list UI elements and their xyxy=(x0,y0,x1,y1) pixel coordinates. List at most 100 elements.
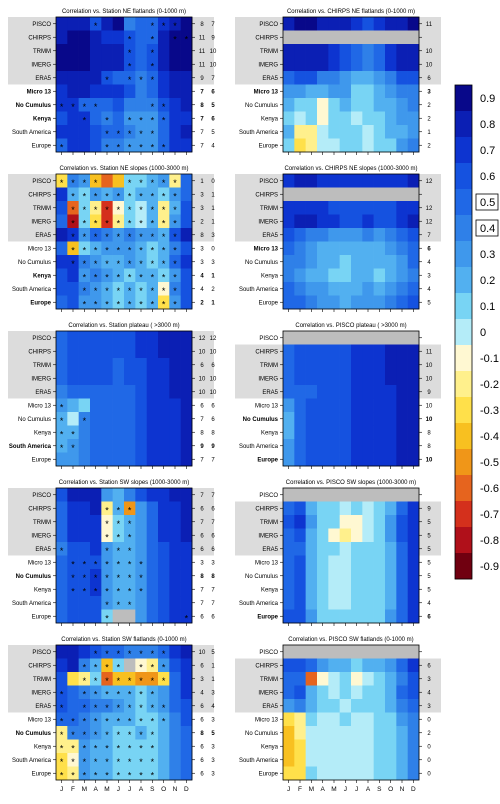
heatmap-cell xyxy=(146,452,159,467)
heatmap-cell xyxy=(283,255,295,269)
heatmap-cell xyxy=(112,609,125,624)
heatmap-cell xyxy=(78,488,91,502)
heatmap-cell xyxy=(169,385,181,399)
heatmap-cell xyxy=(135,187,147,202)
row-label: Micro 13 xyxy=(254,89,279,95)
significance-star: * xyxy=(128,219,132,229)
row-label: ERA5 xyxy=(35,76,51,82)
count-b: 6 xyxy=(211,547,215,553)
heatmap-cell xyxy=(101,228,113,242)
heatmap-cell xyxy=(328,699,340,713)
colorbar-tick-label: 0.5 xyxy=(480,197,495,209)
heatmap-cell xyxy=(373,84,386,99)
heatmap-cell xyxy=(339,385,352,399)
significance-star: * xyxy=(105,143,109,153)
heatmap-cell xyxy=(112,228,125,242)
heatmap-cell xyxy=(362,425,374,440)
heatmap-cell xyxy=(67,371,79,386)
month-label: D xyxy=(184,786,189,793)
heatmap-cell xyxy=(124,385,136,399)
heatmap-cell xyxy=(317,439,329,453)
heatmap-cell xyxy=(373,398,386,413)
heatmap-cell xyxy=(124,214,136,229)
count-a: 6 xyxy=(200,758,204,764)
row-label: No Cumulus xyxy=(245,574,278,580)
heatmap-cell xyxy=(407,174,420,188)
heatmap-cell xyxy=(56,712,68,727)
heatmap-cell xyxy=(351,425,363,440)
heatmap-cell xyxy=(101,609,113,624)
heatmap-cell xyxy=(158,255,170,269)
heatmap-cell xyxy=(407,71,420,85)
significance-star: * xyxy=(162,676,166,686)
row-label: South America xyxy=(239,601,279,607)
heatmap-cell xyxy=(283,569,295,583)
significance-star: * xyxy=(105,614,109,624)
row-label: Kenya xyxy=(261,116,279,122)
heatmap-cell xyxy=(67,268,79,283)
significance-star: * xyxy=(139,771,143,781)
heatmap-cell xyxy=(180,542,193,556)
heatmap-cell xyxy=(135,30,147,45)
heatmap-cell xyxy=(158,501,170,516)
heatmap-cell xyxy=(396,412,408,426)
heatmap-cell xyxy=(385,344,397,359)
heatmap-cell xyxy=(56,268,68,283)
heatmap-cell xyxy=(385,17,397,31)
heatmap-cell xyxy=(90,398,102,413)
heatmap-cell xyxy=(146,645,159,659)
heatmap-cell xyxy=(317,125,329,139)
heatmap-cell xyxy=(396,282,408,296)
heatmap-cell xyxy=(78,412,91,426)
heatmap-cell xyxy=(339,555,352,570)
heatmap-cell xyxy=(339,609,352,624)
significance-star: * xyxy=(151,48,155,58)
row-label: CHIRPS xyxy=(255,506,278,512)
heatmap-cell xyxy=(124,699,136,713)
heatmap-cell xyxy=(396,753,408,767)
count-a: 10 xyxy=(426,49,433,55)
heatmap-cell xyxy=(146,255,159,269)
heatmap-cell xyxy=(78,425,91,440)
heatmap-cell xyxy=(56,344,68,359)
heatmap-cell xyxy=(305,739,318,754)
heatmap-cell xyxy=(339,452,352,467)
heatmap-cell xyxy=(78,344,91,359)
heatmap-cell xyxy=(351,174,363,188)
heatmap-cell xyxy=(294,57,306,72)
heatmap-cell xyxy=(317,98,329,112)
heatmap-cell xyxy=(112,452,125,467)
heatmap-cell xyxy=(112,488,125,502)
significance-star: * xyxy=(71,178,75,188)
significance-star: * xyxy=(151,649,155,659)
significance-star: * xyxy=(162,259,166,269)
heatmap-cell xyxy=(90,753,102,767)
heatmap-cell xyxy=(67,726,79,740)
heatmap-cell xyxy=(373,542,386,556)
heatmap-cell xyxy=(305,84,318,99)
heatmap-cell xyxy=(396,344,408,359)
colorbar-tick-label: 0 xyxy=(480,327,486,339)
heatmap-cell xyxy=(135,138,147,153)
heatmap-cell xyxy=(362,439,374,453)
heatmap-cell xyxy=(180,555,193,570)
heatmap-cell xyxy=(78,501,91,516)
heatmap-cell xyxy=(112,84,125,99)
heatmap-cell xyxy=(385,609,397,624)
heatmap-cell xyxy=(90,645,102,659)
heatmap-cell xyxy=(90,515,102,529)
heatmap-cell xyxy=(101,739,113,754)
heatmap-cell xyxy=(112,569,125,583)
missing-row xyxy=(283,331,419,345)
heatmap-cell xyxy=(169,71,181,85)
heatmap-cell xyxy=(146,344,159,359)
heatmap-cell xyxy=(124,44,136,58)
heatmap-cell xyxy=(407,582,420,597)
significance-star: * xyxy=(71,771,75,781)
heatmap-cell xyxy=(305,685,318,700)
row-label: Europe xyxy=(32,614,52,620)
count-a: 3 xyxy=(427,89,431,95)
significance-star: * xyxy=(151,192,155,202)
heatmap-cell xyxy=(373,125,386,139)
significance-star: * xyxy=(162,246,166,256)
